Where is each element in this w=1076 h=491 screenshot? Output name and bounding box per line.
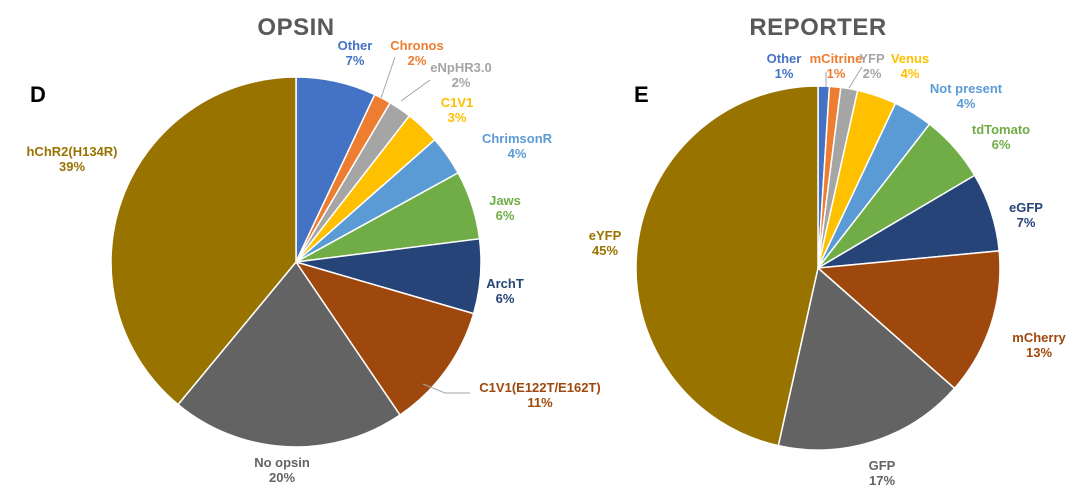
chart-title-reporter: REPORTER (749, 14, 886, 41)
chart-title-opsin: OPSIN (257, 14, 334, 41)
data-label-yfp: YFP 2% (859, 51, 885, 81)
pie-slice-c1v1-e122t-e162t (294, 260, 475, 417)
data-label-egfp: eGFP 7% (1009, 200, 1043, 230)
data-label-hchr2-h134r: hChR2(H134R) 39% (26, 144, 117, 174)
data-label-chronos: Chronos 2% (390, 38, 443, 68)
data-label-no-opsin: No opsin 20% (254, 455, 310, 485)
data-label-c1v1: C1V1 3% (441, 95, 474, 125)
data-label-chrimsonr: ChrimsonR 4% (482, 131, 553, 161)
data-label-eyfp: eYFP 45% (589, 228, 622, 258)
panel-label-e: E (634, 82, 649, 107)
data-label-other: Other 1% (767, 51, 802, 81)
data-label-tdtomato: tdTomato 6% (972, 122, 1030, 152)
data-label-not-present: Not present 4% (930, 81, 1003, 111)
data-label-archt: ArchT 6% (486, 276, 524, 306)
opsin-pie: Other 7% Chronos 2% eNpHR3.0 2% C1V1 3% Chrimson… (26, 38, 600, 485)
data-label-other: Other 7% (338, 38, 373, 68)
leader-line (848, 66, 863, 89)
panel-label-d: D (30, 82, 46, 107)
pie-slice-no-opsin (177, 260, 402, 448)
data-label-c1v1-e122t-e162t: C1V1(E122T/E162T) 11% (479, 380, 600, 410)
leader-line (422, 383, 470, 394)
reporter-pie: Other 1% mCitrine 1%YFP 2%Venus 4%Not present… (589, 51, 1067, 488)
data-label-jaws: Jaws 6% (489, 193, 521, 223)
data-label-mcherry: mCherry 13% (1012, 330, 1066, 360)
pie-slice-mcherry (816, 250, 1001, 390)
pie-slice-eyfp (635, 85, 819, 447)
data-label-gfp: GFP 17% (869, 458, 896, 488)
data-label-venus: Venus 4% (891, 51, 929, 81)
leader-line (380, 56, 396, 99)
pie-slice-hchr2-h134r (110, 76, 297, 406)
pie-slice-gfp (777, 266, 956, 451)
leader-line (400, 79, 431, 102)
data-label-enphr3-0: eNpHR3.0 2% (430, 60, 491, 90)
data-label-mcitrine: mCitrine 1% (810, 51, 863, 81)
